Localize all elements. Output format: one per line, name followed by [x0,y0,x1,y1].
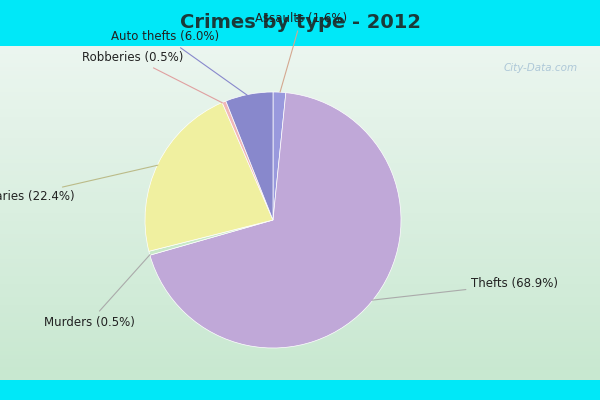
Bar [0,304,600,309]
Bar [0,221,600,226]
Bar [0,217,600,221]
Bar [0,296,600,301]
Bar [0,183,600,188]
Bar [0,359,600,363]
Bar [0,300,600,305]
Bar [0,83,600,88]
Bar [0,50,600,54]
Bar [0,188,600,192]
Bar [0,75,600,79]
Bar [0,142,600,146]
Bar [0,66,600,71]
Bar [0,121,600,125]
Bar [0,246,600,250]
Bar [0,112,600,117]
Bar [0,242,600,246]
Text: Auto thefts (6.0%): Auto thefts (6.0%) [111,30,247,95]
Bar [0,313,600,317]
Bar [0,309,600,313]
Bar [0,146,600,150]
Bar [0,342,600,346]
Bar [0,62,600,67]
Bar [0,138,600,142]
Bar [0,129,600,134]
Bar [0,350,600,355]
Bar [0,116,600,121]
Bar [0,100,600,104]
Wedge shape [149,220,273,255]
Bar [0,154,600,159]
Bar [0,87,600,92]
Bar [0,96,600,100]
Text: Assaults (1.6%): Assaults (1.6%) [255,12,347,92]
Bar [0,258,600,263]
Text: City-Data.com: City-Data.com [504,63,578,73]
Bar [0,330,600,334]
Bar [0,346,600,351]
Bar [0,225,600,230]
Bar [0,338,600,342]
Bar [0,234,600,238]
Bar [0,317,600,322]
Bar [0,229,600,234]
Wedge shape [273,92,286,220]
Wedge shape [226,92,273,220]
Bar [0,325,600,330]
Bar [0,284,600,288]
Bar [0,167,600,171]
Bar [0,263,600,267]
Bar [0,162,600,167]
Wedge shape [145,102,273,251]
Bar [0,271,600,276]
Bar [0,208,600,213]
Bar [0,0,600,46]
Bar [0,213,600,217]
Text: Murders (0.5%): Murders (0.5%) [44,255,150,329]
Bar [0,321,600,326]
Bar [0,171,600,176]
Bar [0,334,600,338]
Bar [0,150,600,154]
Bar [0,250,600,255]
Bar [0,367,600,372]
Bar [0,292,600,296]
Bar [0,104,600,109]
Bar [0,380,600,400]
Bar [0,275,600,280]
Bar [0,79,600,84]
Bar [0,92,600,96]
Bar [0,254,600,259]
Bar [0,71,600,75]
Text: Robberies (0.5%): Robberies (0.5%) [82,51,223,103]
Bar [0,133,600,138]
Bar [0,196,600,200]
Bar [0,279,600,284]
Bar [0,179,600,184]
Wedge shape [222,101,273,220]
Bar [0,158,600,163]
Bar [0,363,600,368]
Bar [0,58,600,63]
Bar [0,200,600,205]
Bar [0,371,600,376]
Bar [0,376,600,380]
Bar [0,54,600,58]
Bar [0,46,600,50]
Bar [0,238,600,242]
Text: Crimes by type - 2012: Crimes by type - 2012 [179,14,421,32]
Text: Thefts (68.9%): Thefts (68.9%) [372,278,559,300]
Bar [0,125,600,130]
Bar [0,108,600,113]
Bar [0,288,600,292]
Wedge shape [150,93,401,348]
Bar [0,267,600,272]
Bar [0,192,600,196]
Bar [0,204,600,209]
Bar [0,175,600,180]
Bar [0,354,600,359]
Text: Burglaries (22.4%): Burglaries (22.4%) [0,165,158,204]
